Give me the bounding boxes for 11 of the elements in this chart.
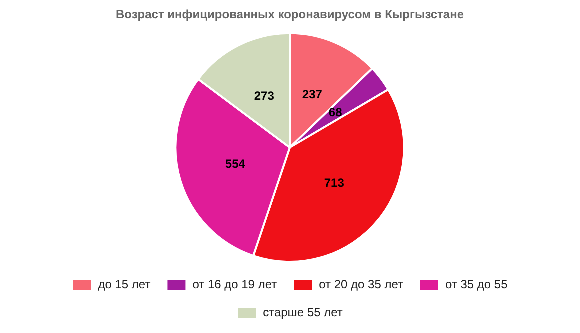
data-label: 554 xyxy=(225,157,246,172)
data-label: 273 xyxy=(254,88,275,103)
legend-label: до 15 лет xyxy=(98,277,152,292)
data-label: 713 xyxy=(324,176,345,190)
data-label: 68 xyxy=(328,106,343,120)
data-label: 237 xyxy=(302,87,323,102)
legend-label: от 16 до 19 лет xyxy=(192,277,278,292)
chart-title: Возраст инфицированных коронавирусом в Кыргызстане xyxy=(116,8,464,22)
legend-label: от 20 до 35 лет xyxy=(319,277,404,292)
legend-label: старше 55 лет xyxy=(263,305,344,320)
legend-label: от 35 до 55 xyxy=(445,277,508,292)
